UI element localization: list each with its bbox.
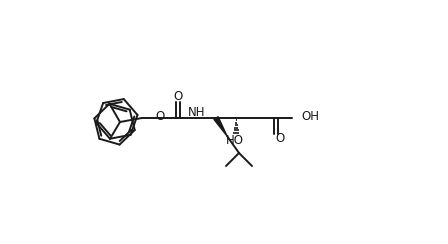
Text: HO: HO [226, 133, 244, 146]
Polygon shape [214, 117, 227, 136]
Text: NH: NH [188, 105, 206, 119]
Text: O: O [276, 132, 284, 144]
Text: OH: OH [301, 111, 319, 123]
Text: O: O [173, 91, 183, 103]
Text: O: O [155, 111, 164, 123]
